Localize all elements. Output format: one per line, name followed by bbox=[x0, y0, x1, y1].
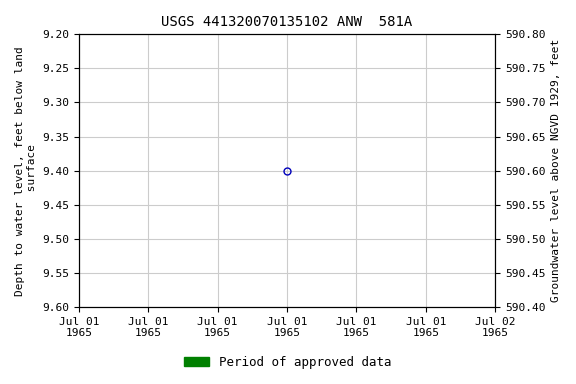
Y-axis label: Depth to water level, feet below land
 surface: Depth to water level, feet below land su… bbox=[15, 46, 37, 296]
Y-axis label: Groundwater level above NGVD 1929, feet: Groundwater level above NGVD 1929, feet bbox=[551, 39, 561, 302]
Legend: Period of approved data: Period of approved data bbox=[179, 351, 397, 374]
Title: USGS 441320070135102 ANW  581A: USGS 441320070135102 ANW 581A bbox=[161, 15, 412, 29]
